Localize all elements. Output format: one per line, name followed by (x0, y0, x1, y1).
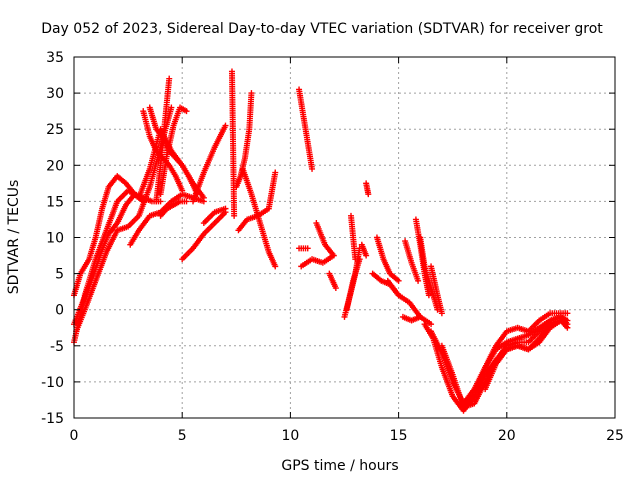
x-tick-label: 5 (178, 428, 187, 444)
data-point (248, 90, 255, 97)
data-series (127, 191, 207, 248)
grid-lines (74, 57, 615, 418)
data-point (272, 169, 279, 176)
data-point (231, 212, 238, 219)
y-tick-label: 5 (55, 267, 64, 283)
y-tick-label: 35 (46, 50, 64, 66)
x-tick-labels: 0 5 10 15 20 25 (70, 428, 624, 444)
y-tick-label: 20 (46, 158, 64, 174)
x-tick-label: 0 (70, 428, 79, 444)
data-point (332, 285, 339, 292)
data-point (395, 277, 402, 284)
data-series (347, 212, 359, 263)
data-point (428, 321, 435, 328)
data-point (166, 75, 173, 82)
data-point (415, 277, 422, 284)
data-point (438, 310, 445, 317)
data-series (235, 169, 279, 234)
data-series (482, 317, 571, 393)
data-series (190, 122, 229, 205)
data-series (200, 205, 229, 227)
x-tick-label: 15 (390, 428, 408, 444)
data-series (71, 126, 207, 346)
data-point (309, 165, 316, 172)
data-series (179, 209, 229, 263)
y-tick-label: 10 (46, 231, 64, 247)
y-axis-label: SDTVAR / TECUs (6, 180, 22, 295)
x-axis-label: GPS time / hours (281, 458, 398, 474)
data-series (363, 180, 372, 198)
data-point (564, 310, 571, 317)
x-tick-label: 25 (606, 428, 624, 444)
data-series (343, 256, 363, 313)
data-series (417, 234, 441, 313)
data-point (417, 313, 424, 320)
y-tick-label: -10 (41, 375, 64, 391)
y-tick-label: -15 (41, 411, 64, 427)
data-point (352, 256, 359, 263)
data-series (399, 313, 424, 324)
data-series (358, 241, 370, 259)
data-series (296, 86, 316, 172)
x-tick-label: 10 (281, 428, 299, 444)
data-point (363, 252, 370, 259)
data-series (326, 270, 339, 292)
data-series (373, 234, 402, 284)
data-point (365, 191, 372, 198)
data-point (183, 108, 190, 115)
data-points (71, 68, 571, 414)
data-series (228, 68, 238, 219)
y-tick-label: 0 (55, 303, 64, 319)
data-point (222, 205, 229, 212)
data-series (239, 165, 279, 270)
axis-ticks (73, 56, 616, 419)
data-series (428, 263, 445, 317)
data-series (402, 238, 422, 284)
data-point (183, 198, 190, 205)
data-point (304, 245, 311, 252)
y-tick-label: 30 (46, 86, 64, 102)
y-tick-label: 15 (46, 194, 64, 210)
chart-title: Day 052 of 2023, Sidereal Day-to-day VTE… (41, 21, 603, 37)
data-point (200, 198, 207, 205)
data-point (272, 263, 279, 270)
y-tick-label: 25 (46, 122, 64, 138)
data-series (153, 75, 173, 205)
y-tick-labels: -15 -10 -5 0 5 10 15 20 25 30 35 (41, 50, 64, 427)
y-tick-label: -5 (50, 339, 64, 355)
x-tick-label: 20 (498, 428, 516, 444)
data-point (330, 252, 337, 259)
data-point (168, 104, 175, 111)
data-series (233, 90, 255, 190)
data-series (296, 245, 311, 252)
data-series (157, 104, 190, 198)
data-series (298, 252, 337, 270)
data-series (313, 220, 337, 259)
data-point (564, 324, 571, 331)
data-point (222, 122, 229, 129)
